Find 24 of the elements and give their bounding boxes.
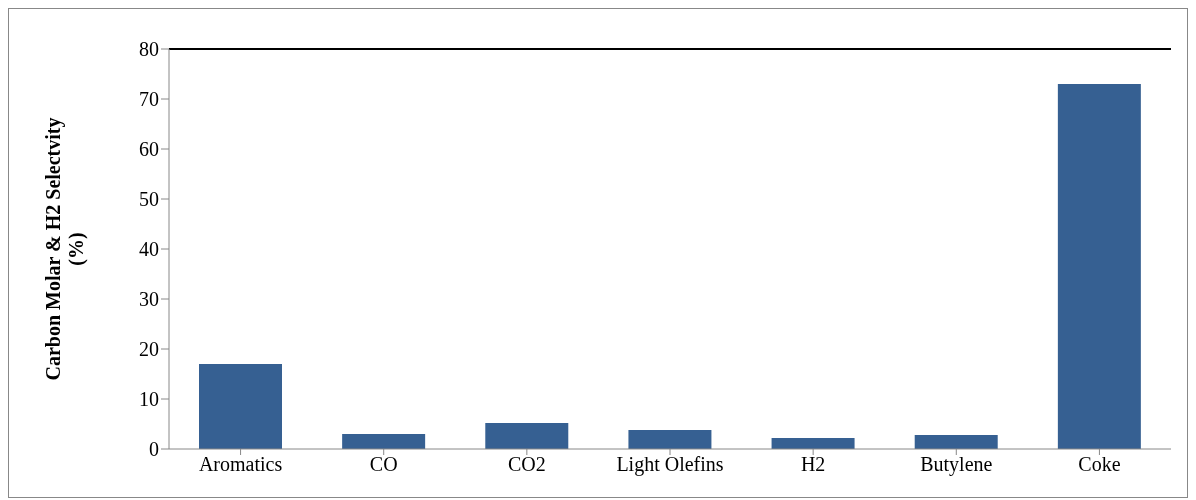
y-tick-label: 80 [139,38,159,61]
x-tick-label: Butylene [920,453,993,477]
x-tick-label: Light Olefins [616,453,724,477]
x-tick-label: Aromatics [198,453,283,476]
y-tick-label: 20 [139,338,159,361]
x-tick-label: CO [369,453,398,476]
x-tick-label: H2 [800,453,826,476]
bar [628,430,712,449]
bar [342,434,426,449]
bar [199,364,282,449]
x-tick-label: Coke [1078,453,1121,476]
y-tick-label: 0 [149,438,159,461]
bar [485,423,569,449]
bar [914,435,998,449]
y-tick-label: 10 [139,388,159,411]
y-tick-label: 30 [139,288,159,311]
y-axis-title: Carbon Molar & H2 Selectvity (%) [42,117,88,381]
y-tick-label: 50 [139,188,159,211]
bar [1057,84,1141,449]
y-tick-label: 40 [139,238,159,261]
y-tick-label: 60 [139,138,159,161]
x-tick-label: CO2 [507,453,546,476]
bar [771,438,855,449]
y-tick-label: 70 [139,88,159,111]
